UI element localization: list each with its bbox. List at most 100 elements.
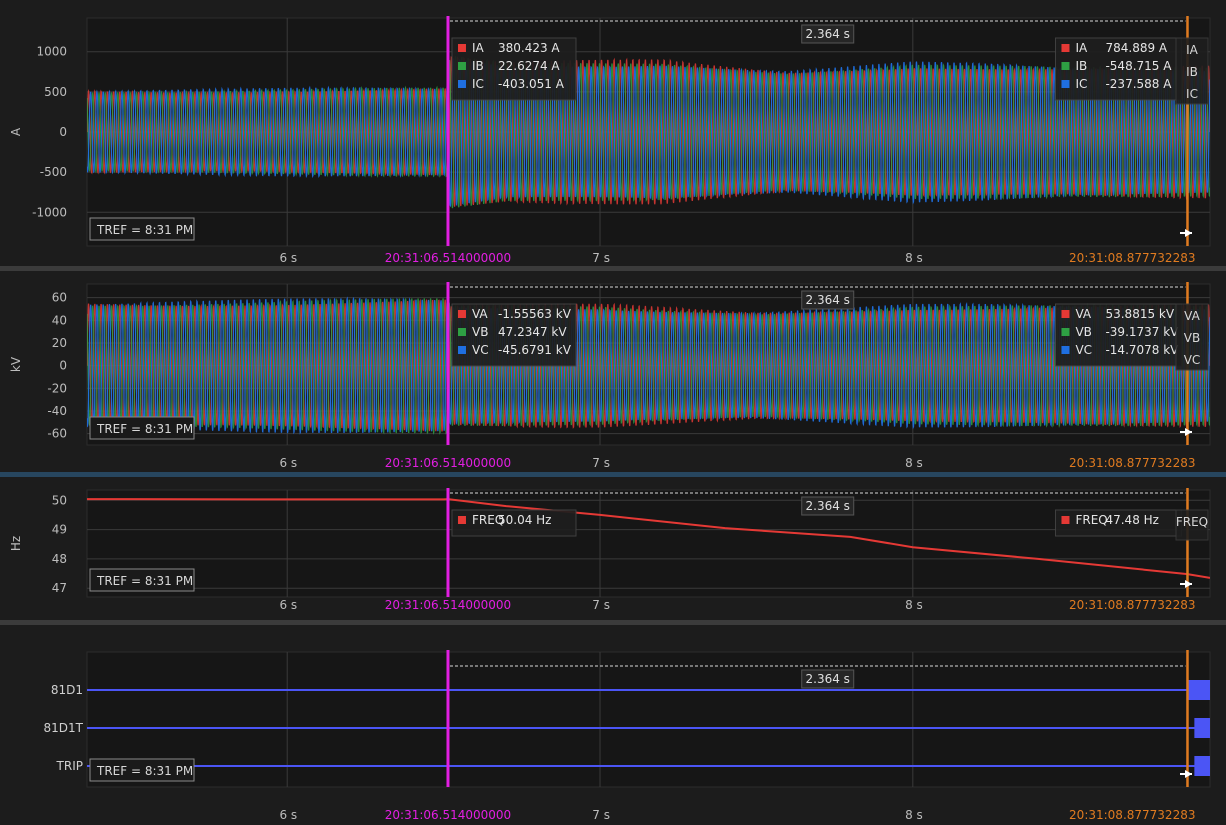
legend-swatch <box>1061 44 1070 52</box>
y-tick-label: 40 <box>52 313 67 327</box>
readout-value: -45.6791 kV <box>498 343 572 357</box>
legend-swatch <box>457 328 466 336</box>
digital-channel-label: 81D1T <box>44 721 84 735</box>
delta-label-box <box>801 24 855 44</box>
plot-area[interactable] <box>86 489 1211 598</box>
y-axis-label: kV <box>9 356 23 372</box>
series-layer <box>87 498 1210 579</box>
cursor-b-readout: VA 53.8815 kV VB -39.1737 kV VC -14.7078 kV <box>1054 303 1182 367</box>
cursor-a-readout: VA -1.55563 kV VB 47.2347 kV VC -45.6791 kV <box>451 303 577 367</box>
digital-channel-label: 81D1 <box>51 683 83 697</box>
readout-box <box>1054 303 1182 367</box>
readout-value: 53.8815 kV <box>1105 307 1174 321</box>
y-tick-label: 0 <box>59 125 67 139</box>
marker-head <box>1185 428 1192 436</box>
readout-value: 47.48 Hz <box>1105 513 1159 527</box>
readout-name: VA <box>1075 307 1091 321</box>
readout-box <box>451 509 577 537</box>
marker-head <box>1185 770 1192 778</box>
readout-value: 784.889 A <box>1105 41 1167 55</box>
y-tick-label: 0 <box>59 359 67 373</box>
panel-kv: 6 s 7 s 8 s 60 40 20 0 -20 -40 -60 kV 20:31:06.5140… <box>9 282 1211 470</box>
y-tick-label: 50 <box>52 493 67 507</box>
readout-name: IB <box>1075 59 1087 73</box>
readout-value: -1.55563 kV <box>498 307 572 321</box>
x-tick-label: 7 s <box>592 251 610 265</box>
x-tick-label: 7 s <box>592 808 610 822</box>
readout-value: -237.588 A <box>1105 77 1172 91</box>
x-tick-label: 6 s <box>279 808 297 822</box>
x-tick-label: 8 s <box>905 456 923 470</box>
pin-arrow-icon[interactable] <box>1180 229 1192 237</box>
cursor-a-timestamp: 20:31:06.514000000 <box>385 808 511 822</box>
delta-label-box <box>801 669 855 689</box>
pin-arrow-icon[interactable] <box>1180 770 1192 778</box>
tref-badge: TREF = 8:31 PM <box>89 758 195 782</box>
cursor-b-timestamp: 20:31:08.877732283 <box>1069 456 1195 470</box>
legend-swatch <box>1061 62 1070 70</box>
tref-label: TREF = 8:31 PM <box>96 574 193 588</box>
readout-name: VC <box>1075 343 1092 357</box>
cursor-delta-label: 2.364 s <box>806 672 850 686</box>
cursor-b-readout: IA 784.889 A IB -548.715 A IC -237.588 A <box>1054 37 1182 101</box>
legend-swatch <box>1061 346 1070 354</box>
plot-area[interactable] <box>86 651 1211 788</box>
cursor-b-timestamp: 20:31:08.877732283 <box>1069 808 1195 822</box>
readout-name: IC <box>1075 77 1087 91</box>
readout-name: IB <box>472 59 484 73</box>
cursor-b-timestamp: 20:31:08.877732283 <box>1069 598 1195 612</box>
legend-entry-freq: FREQ <box>1176 515 1208 529</box>
readout-name: FREQ <box>472 513 504 527</box>
tref-box <box>89 416 195 440</box>
digital-channel-label: TRIP <box>56 759 83 773</box>
legend-entry-ib: IB <box>1186 65 1198 79</box>
delta-label-box <box>801 496 855 516</box>
panel-splitter[interactable] <box>0 620 1226 625</box>
y-tick-label: -40 <box>47 404 67 418</box>
legend-swatch <box>457 62 466 70</box>
readout-box <box>1054 37 1182 101</box>
x-tick-label: 6 s <box>279 456 297 470</box>
x-tick-label: 8 s <box>905 598 923 612</box>
y-tick-label: 47 <box>52 581 67 595</box>
tref-label: TREF = 8:31 PM <box>96 422 193 436</box>
series-legend: IA IB IC <box>1175 37 1209 105</box>
marker-head <box>1185 580 1192 588</box>
panel-splitter[interactable] <box>0 472 1226 477</box>
panel-splitter[interactable] <box>0 266 1226 271</box>
delta-label-box <box>801 290 855 310</box>
tref-label: TREF = 8:31 PM <box>96 223 193 237</box>
marker-head <box>1185 229 1192 237</box>
y-tick-label: 60 <box>52 291 67 305</box>
cursor-a-timestamp: 20:31:06.514000000 <box>385 598 511 612</box>
series-layer <box>87 56 1210 209</box>
digital-asserted-trip <box>1194 756 1210 776</box>
cursor-delta-label: 2.364 s <box>806 27 850 41</box>
readout-name: IA <box>472 41 485 55</box>
pin-arrow-icon[interactable] <box>1180 580 1192 588</box>
y-tick-label: -20 <box>47 381 67 395</box>
cursor-a-timestamp: 20:31:06.514000000 <box>385 456 511 470</box>
legend-swatch <box>1061 310 1070 318</box>
x-tick-label: 6 s <box>279 598 297 612</box>
panel-digital: 6 s 7 s 8 s 81D1 81D1T TRIP 20:31:06.514000000… <box>44 650 1211 822</box>
cursor-a-timestamp: 20:31:06.514000000 <box>385 251 511 265</box>
legend-box <box>1175 303 1209 371</box>
legend-entry-ia: IA <box>1186 43 1199 57</box>
y-axis-label: Hz <box>9 536 23 551</box>
readout-name: VB <box>1075 325 1091 339</box>
readout-name: VB <box>472 325 488 339</box>
series-layer <box>87 680 1210 776</box>
readout-value: -39.1737 kV <box>1105 325 1179 339</box>
x-tick-label: 7 s <box>592 456 610 470</box>
series-layer <box>87 296 1210 435</box>
readout-value: 22.6274 A <box>498 59 560 73</box>
legend-swatch <box>1061 328 1070 336</box>
legend-entry-vc: VC <box>1184 353 1201 367</box>
pin-arrow-icon[interactable] <box>1180 428 1192 436</box>
legend-swatch <box>457 516 466 524</box>
tref-box <box>89 758 195 782</box>
digital-asserted-81d1t <box>1194 718 1210 738</box>
